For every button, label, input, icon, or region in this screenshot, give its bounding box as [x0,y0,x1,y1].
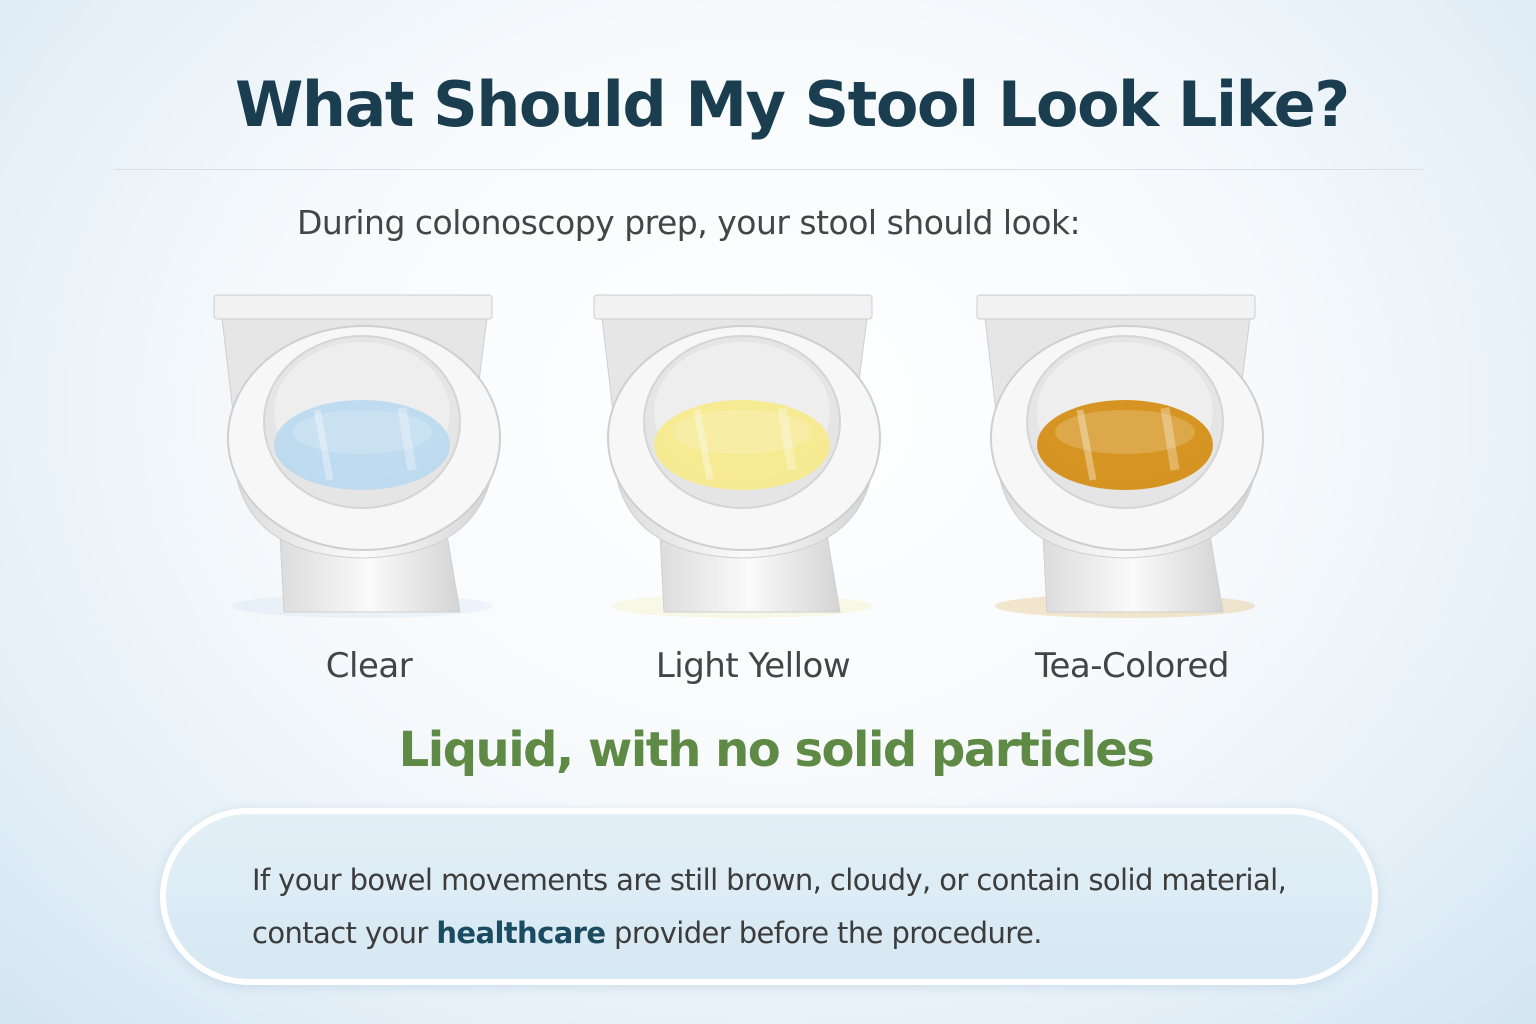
highlight-healthcare: healthcare [436,916,606,950]
note-text-part: provider before the procedure. [605,916,1042,950]
option-label-clear: Clear [325,646,413,686]
option-label-tea-colored: Tea-Colored [1034,646,1230,686]
toilet-icon [212,290,512,620]
toilet-icon [592,290,892,620]
divider [115,169,1423,170]
page-title: What Should My Stool Look Like? [235,68,1350,141]
note-text-part: contact your [252,916,437,950]
note-text: If your bowel movements are still brown,… [252,854,1287,960]
warning-note: If your bowel movements are still brown,… [160,808,1378,985]
note-line-2: contact your healthcare provider before … [252,907,1286,960]
note-line-1: If your bowel movements are still brown,… [252,863,1287,897]
subtitle: During colonoscopy prep, your stool shou… [297,203,1081,242]
toilet-icon [975,290,1275,620]
tagline: Liquid, with no solid particles [398,722,1155,778]
option-label-light-yellow: Light Yellow [655,646,851,686]
